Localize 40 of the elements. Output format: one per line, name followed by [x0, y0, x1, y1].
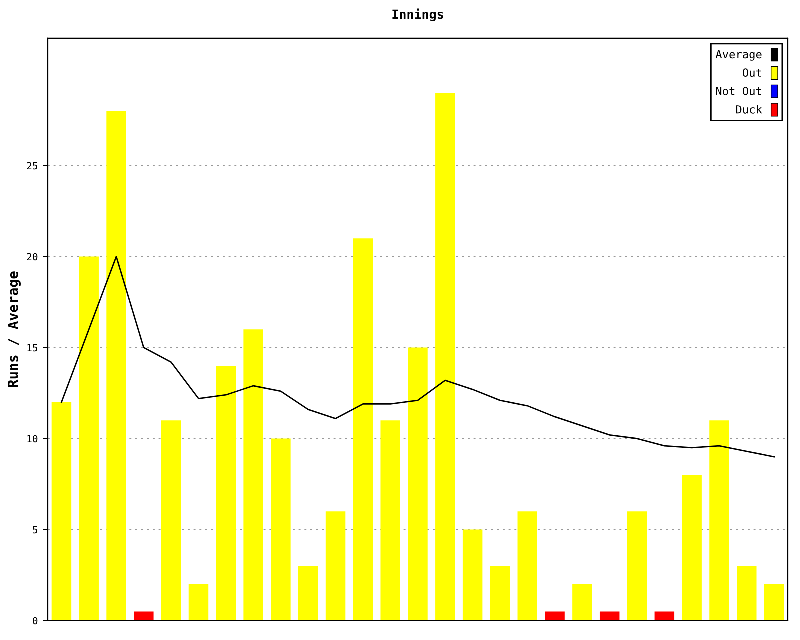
bar: [244, 330, 264, 621]
bar: [326, 512, 346, 621]
bar: [188, 584, 209, 621]
bar: [436, 93, 456, 621]
bar: [271, 438, 291, 621]
bar: [654, 612, 675, 621]
bar: [764, 584, 784, 621]
bar: [737, 566, 757, 621]
y-tick-label: 0: [33, 617, 38, 625]
legend-label: Duck: [736, 105, 762, 114]
y-tick-label: 15: [28, 344, 38, 352]
bar: [682, 475, 702, 621]
bar: [408, 348, 428, 621]
y-tick-label: 5: [33, 526, 38, 534]
bar: [462, 530, 483, 621]
bar: [545, 612, 565, 621]
y-axis-title: Runs / Average: [8, 272, 22, 388]
bar: [572, 584, 592, 621]
bar: [298, 566, 318, 621]
bar: [490, 566, 510, 621]
bar: [79, 256, 99, 621]
bar: [52, 402, 72, 621]
bar: [627, 512, 648, 621]
y-tick-label: 25: [27, 162, 38, 170]
bar: [353, 238, 374, 621]
bar: [380, 420, 400, 621]
legend-label: Out: [743, 68, 762, 78]
bar: [106, 111, 126, 621]
bar: [134, 612, 154, 621]
chart-title: Innings: [392, 8, 444, 22]
line-series: [61, 256, 775, 458]
legend-label: Average: [716, 50, 762, 61]
y-tick-label: 20: [27, 253, 38, 261]
bar: [216, 366, 236, 621]
bar: [600, 612, 620, 621]
bar: [710, 420, 730, 621]
bar: [161, 420, 182, 621]
y-tick-label: 10: [28, 435, 38, 443]
bar: [518, 512, 538, 621]
legend-label: Not Out: [716, 87, 762, 96]
